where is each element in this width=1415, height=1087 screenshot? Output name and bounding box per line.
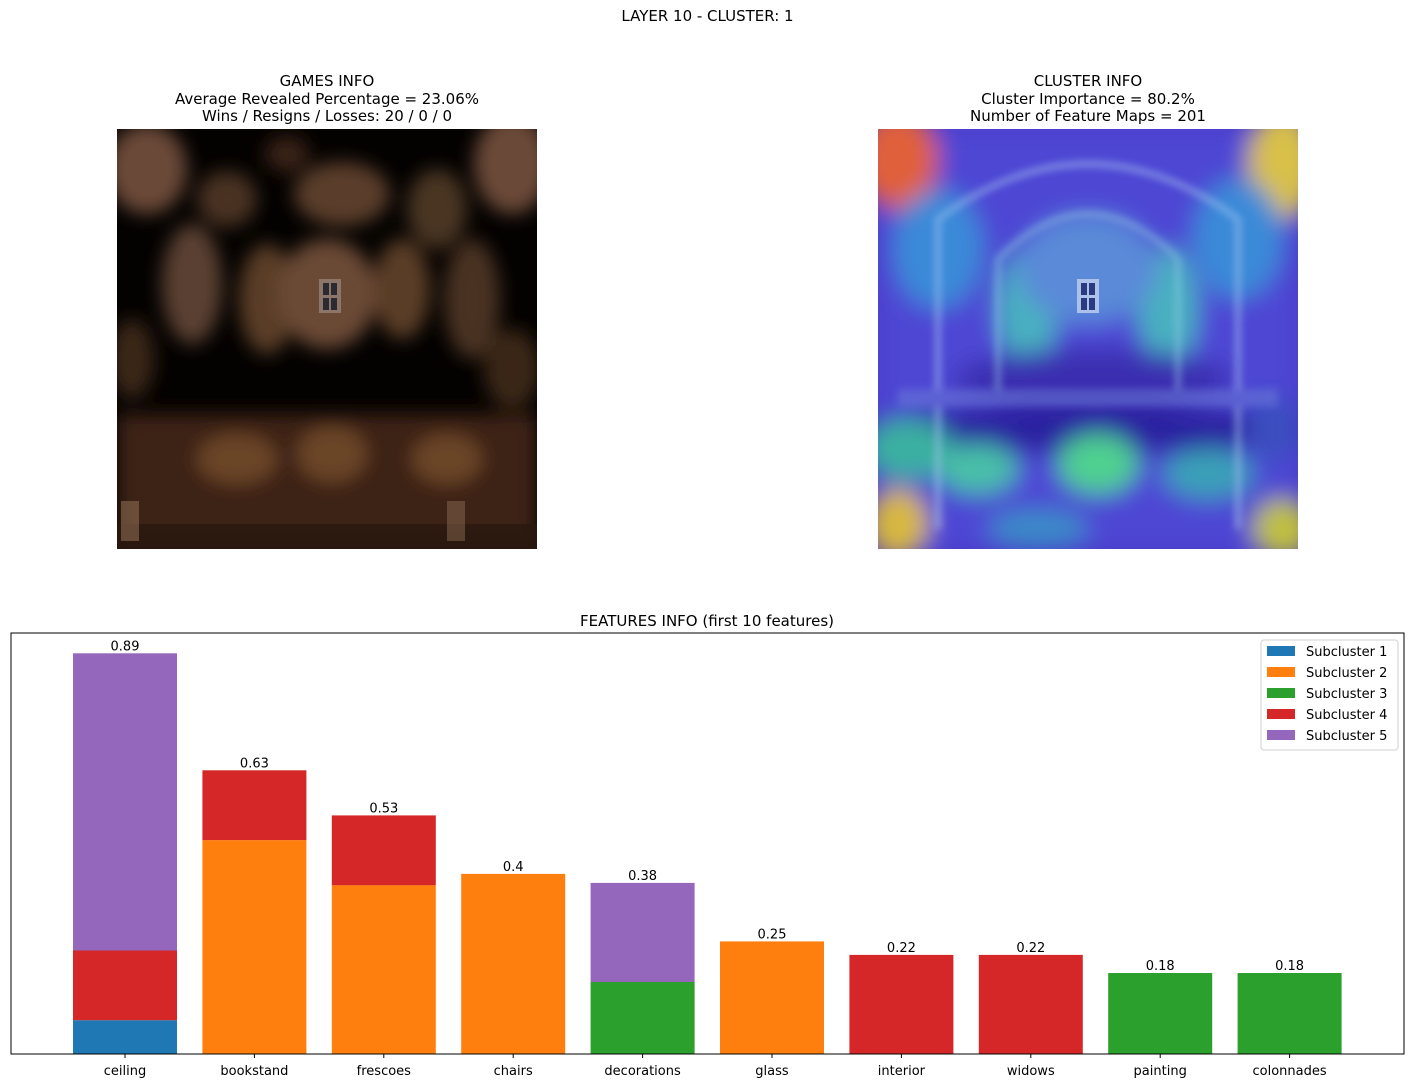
bar-widows-subcluster-4 <box>978 954 1083 1054</box>
bar-bookstand-subcluster-4 <box>202 770 307 841</box>
value-label-ceiling: 0.89 <box>111 639 140 654</box>
legend-label-subcluster-5: Subcluster 5 <box>1306 729 1387 744</box>
bar-ceiling-subcluster-5 <box>73 653 177 951</box>
bar-colonnades-subcluster-3 <box>1237 973 1342 1054</box>
legend-box <box>1260 639 1399 751</box>
x-tick-label-chairs: chairs <box>494 1064 533 1079</box>
bar-decorations-subcluster-5 <box>590 882 695 982</box>
games-info-title: GAMES INFO <box>279 72 375 90</box>
games-info-revealed: Average Revealed Percentage = 23.06% <box>174 89 479 108</box>
x-tick-label-widows: widows <box>1007 1064 1055 1079</box>
bar-painting-subcluster-3 <box>1108 973 1213 1054</box>
cluster-info-title-block: CLUSTER INFO Cluster Importance = 80.2% … <box>878 72 1298 126</box>
legend-swatch-subcluster-4 <box>1267 709 1295 719</box>
bar-glass-subcluster-2 <box>720 941 824 1054</box>
legend-label-subcluster-2: Subcluster 2 <box>1306 666 1387 681</box>
games-info-record: Wins / Resigns / Losses: 20 / 0 / 0 <box>201 107 453 125</box>
revealed-image <box>117 129 537 549</box>
bar-ceiling-subcluster-1 <box>73 1020 177 1054</box>
bar-ceiling-subcluster-4 <box>73 950 177 1021</box>
bar-bookstand-subcluster-2 <box>202 840 307 1054</box>
bar-frescoes-subcluster-2 <box>331 885 436 1054</box>
figure-title: LAYER 10 - CLUSTER: 1 <box>621 7 794 25</box>
cluster-info-feature-maps: Number of Feature Maps = 201 <box>970 107 1206 125</box>
value-label-chairs: 0.4 <box>503 860 524 875</box>
bar-decorations-subcluster-3 <box>590 982 695 1054</box>
value-label-widows: 0.22 <box>1016 941 1045 956</box>
legend: Subcluster 1 Subcluster 2 Subcluster 3 Subc… <box>1260 639 1399 751</box>
legend-swatch-subcluster-2 <box>1267 667 1295 677</box>
x-tick-label-glass: glass <box>755 1064 789 1079</box>
legend-label-subcluster-3: Subcluster 3 <box>1306 687 1387 702</box>
value-label-colonnades: 0.18 <box>1275 959 1304 974</box>
x-tick-label-interior: interior <box>878 1064 926 1079</box>
chart-title: FEATURES INFO (first 10 features) <box>580 612 834 630</box>
cluster-info-importance: Cluster Importance = 80.2% <box>981 89 1195 108</box>
legend-label-subcluster-4: Subcluster 4 <box>1306 708 1387 723</box>
value-label-bookstand: 0.63 <box>240 756 269 771</box>
x-tick-label-ceiling: ceiling <box>104 1064 146 1079</box>
value-label-glass: 0.25 <box>758 927 787 942</box>
x-tick-label-painting: painting <box>1134 1064 1187 1079</box>
value-label-painting: 0.18 <box>1146 959 1175 974</box>
legend-swatch-subcluster-1 <box>1267 646 1295 656</box>
x-tick-label-frescoes: frescoes <box>357 1064 412 1079</box>
x-tick-label-bookstand: bookstand <box>220 1064 288 1079</box>
heatmap-image <box>878 129 1298 549</box>
x-tick-label-decorations: decorations <box>604 1064 681 1079</box>
legend-swatch-subcluster-3 <box>1267 688 1295 698</box>
bar-chairs-subcluster-2 <box>461 873 566 1054</box>
legend-swatch-subcluster-5 <box>1267 730 1295 740</box>
value-label-frescoes: 0.53 <box>369 801 398 816</box>
cluster-info-title: CLUSTER INFO <box>1033 72 1143 90</box>
legend-label-subcluster-1: Subcluster 1 <box>1306 645 1387 660</box>
value-label-decorations: 0.38 <box>628 869 657 884</box>
x-tick-label-colonnades: colonnades <box>1253 1064 1327 1079</box>
bar-interior-subcluster-4 <box>849 954 954 1054</box>
games-info-title-block: GAMES INFO Average Revealed Percentage =… <box>117 72 537 126</box>
bar-frescoes-subcluster-4 <box>331 815 436 886</box>
plot-frame <box>10 632 1405 1055</box>
value-label-interior: 0.22 <box>887 941 916 956</box>
